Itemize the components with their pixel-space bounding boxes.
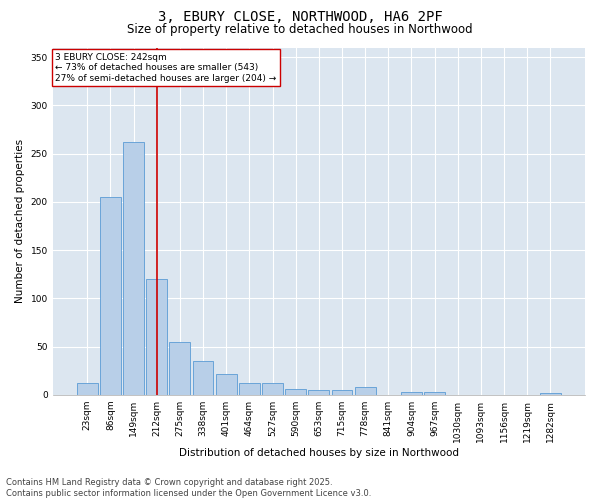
Bar xyxy=(77,384,98,395)
Bar xyxy=(540,393,561,395)
Text: 3, EBURY CLOSE, NORTHWOOD, HA6 2PF: 3, EBURY CLOSE, NORTHWOOD, HA6 2PF xyxy=(158,10,442,24)
Bar xyxy=(285,389,306,395)
Bar xyxy=(401,392,422,395)
Bar xyxy=(308,390,329,395)
Bar xyxy=(193,361,214,395)
Bar xyxy=(355,387,376,395)
Bar xyxy=(100,197,121,395)
Bar xyxy=(123,142,144,395)
Y-axis label: Number of detached properties: Number of detached properties xyxy=(15,139,25,304)
Bar xyxy=(169,342,190,395)
Bar xyxy=(262,384,283,395)
Bar xyxy=(332,390,352,395)
Text: 3 EBURY CLOSE: 242sqm
← 73% of detached houses are smaller (543)
27% of semi-det: 3 EBURY CLOSE: 242sqm ← 73% of detached … xyxy=(55,52,277,82)
X-axis label: Distribution of detached houses by size in Northwood: Distribution of detached houses by size … xyxy=(179,448,459,458)
Text: Size of property relative to detached houses in Northwood: Size of property relative to detached ho… xyxy=(127,22,473,36)
Bar xyxy=(146,279,167,395)
Bar xyxy=(239,384,260,395)
Bar xyxy=(424,392,445,395)
Text: Contains HM Land Registry data © Crown copyright and database right 2025.
Contai: Contains HM Land Registry data © Crown c… xyxy=(6,478,371,498)
Bar xyxy=(216,374,236,395)
